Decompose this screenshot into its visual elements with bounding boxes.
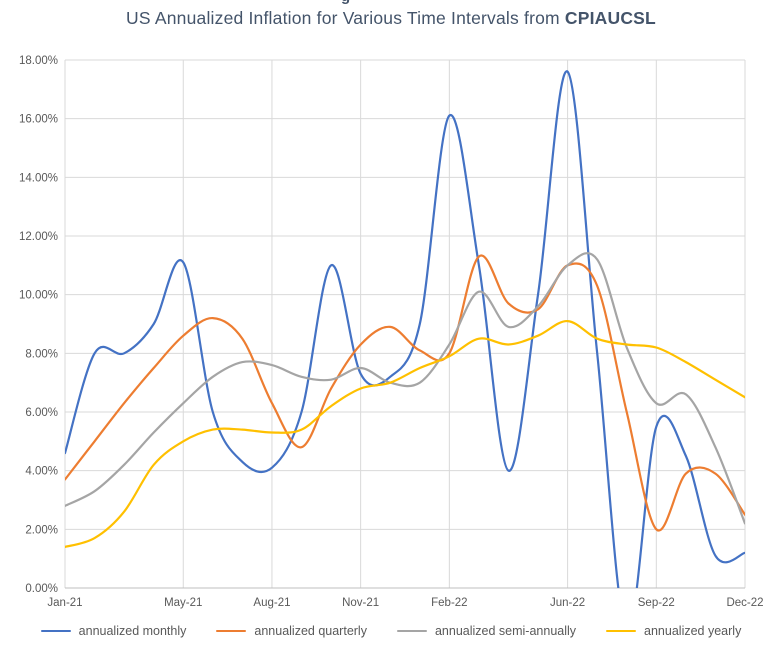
- y-axis-tick-label: 0.00%: [25, 583, 58, 595]
- legend-line-marker: [606, 629, 637, 633]
- legend-label: annualized quarterly: [254, 624, 367, 638]
- legend-item-annualized-semi-annually: annualized semi-annually: [396, 624, 577, 638]
- series-line-annualized-monthly: [65, 70, 745, 588]
- x-axis-tick-label: May-21: [164, 597, 202, 609]
- legend-line-marker: [216, 629, 247, 633]
- legend-label: annualized semi-annually: [434, 624, 577, 638]
- y-axis-tick-label: 10.00%: [19, 290, 58, 302]
- y-axis-tick-label: 18.00%: [19, 55, 58, 67]
- legend-item-annualized-monthly: annualized monthly: [40, 624, 187, 638]
- legend-line-marker: [396, 629, 427, 633]
- chart-title-series-code: CPIAUCSL: [564, 8, 656, 28]
- x-axis-tick-label: Dec-22: [726, 597, 763, 609]
- y-axis-tick-label: 12.00%: [19, 231, 58, 243]
- x-axis-tick-label: Sep-22: [638, 597, 675, 609]
- y-axis-tick-label: 16.00%: [19, 114, 58, 126]
- y-axis-tick-label: 2.00%: [25, 524, 58, 536]
- plot-area: [65, 70, 745, 588]
- y-axis-tick-label: 14.00%: [19, 172, 58, 184]
- chart-title-text: US Annualized Inflation for Various Time…: [126, 8, 565, 28]
- x-axis-tick-label: Aug-21: [253, 597, 290, 609]
- cropped-text-fragment: g: [341, 0, 375, 6]
- chart-legend: annualized monthly annualized quarterly an…: [0, 624, 782, 638]
- x-axis-tick-label: Jun-22: [550, 597, 585, 609]
- legend-label: annualized yearly: [644, 624, 742, 638]
- legend-line-marker: [40, 629, 71, 633]
- y-axis-tick-label: 6.00%: [25, 407, 58, 419]
- series-line-annualized-quarterly: [65, 254, 745, 532]
- series-line-annualized-semi-annually: [65, 252, 745, 525]
- cropped-text: g: [341, 0, 375, 5]
- legend-item-annualized-quarterly: annualized quarterly: [216, 624, 367, 638]
- series-line-annualized-yearly: [65, 319, 745, 548]
- y-axis-tick-label: 8.00%: [25, 348, 58, 360]
- legend-label: annualized monthly: [78, 624, 187, 638]
- x-axis-tick-label: Feb-22: [431, 597, 467, 609]
- x-axis-tick-label: Jan-21: [47, 597, 82, 609]
- legend-item-annualized-yearly: annualized yearly: [606, 624, 741, 638]
- x-axis-tick-label: Nov-21: [342, 597, 379, 609]
- y-axis-tick-label: 4.00%: [25, 466, 58, 478]
- chart-title: US Annualized Inflation for Various Time…: [0, 8, 782, 29]
